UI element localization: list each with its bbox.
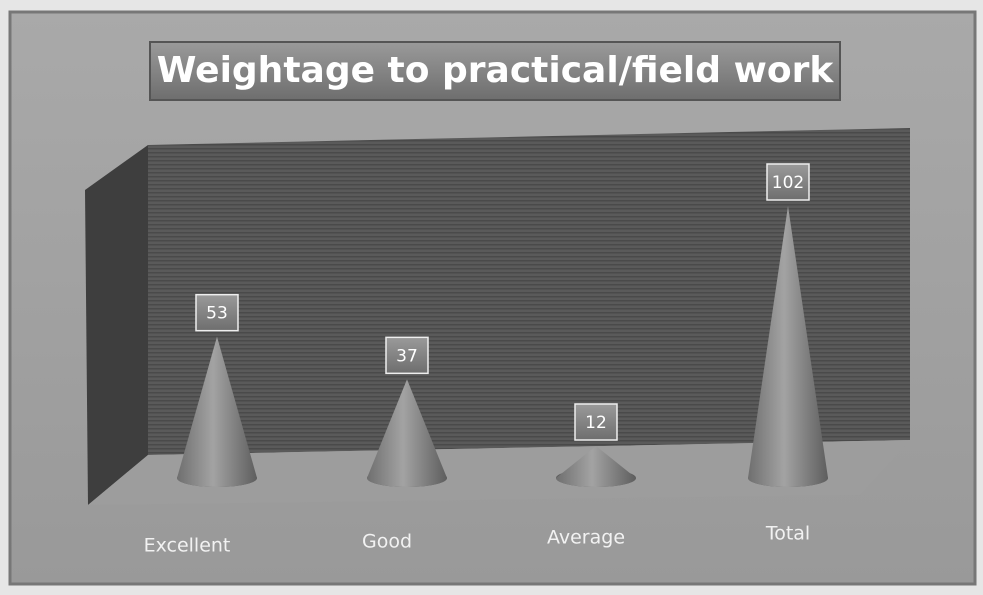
cone [556, 446, 636, 487]
title-box [149, 41, 841, 101]
data-label: 37 [396, 346, 418, 366]
data-label-box [574, 403, 618, 441]
data-label-box [766, 163, 810, 201]
data-label-box [385, 336, 429, 375]
cone [367, 379, 447, 487]
x-tick-label: Total [765, 523, 810, 545]
data-label: 12 [585, 413, 607, 433]
data-label: 53 [206, 304, 228, 324]
x-tick-label: Average [547, 527, 625, 549]
data-label: 102 [772, 173, 804, 193]
cone [748, 206, 828, 487]
chart-title: Weightage to practical/field work [157, 50, 835, 91]
data-label-box [195, 293, 239, 332]
x-tick-label: Excellent [144, 535, 231, 557]
floor [88, 440, 910, 505]
cone [177, 336, 257, 487]
x-tick-label: Good [362, 531, 412, 553]
side-wall [85, 145, 148, 505]
back-wall [148, 128, 910, 455]
